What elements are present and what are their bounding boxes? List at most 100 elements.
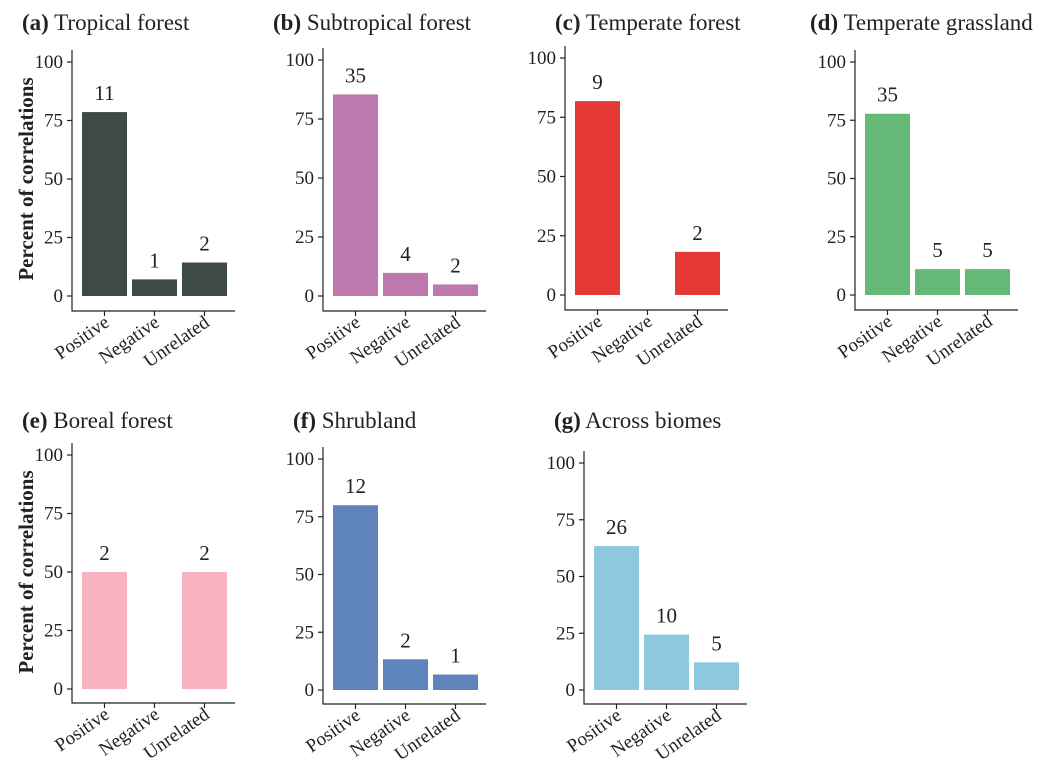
panel-letter: (g)	[554, 408, 581, 433]
count-label: 5	[932, 238, 943, 262]
bar-positive	[865, 113, 910, 295]
y-tick-label: 100	[35, 52, 64, 73]
panel-title: (c) Temperate forest	[555, 10, 741, 35]
panel-title: (b) Subtropical forest	[273, 10, 472, 35]
y-tick-label: 50	[556, 567, 575, 588]
y-tick-label: 75	[295, 507, 314, 528]
panel-c: (c) Temperate forest02550751009PositiveN…	[528, 10, 742, 371]
panel-title: (a) Tropical forest	[22, 10, 190, 35]
count-label: 35	[345, 63, 366, 87]
y-tick-label: 0	[54, 286, 64, 307]
panel-title-text: Subtropical forest	[301, 10, 472, 35]
y-tick-label: 50	[44, 562, 63, 583]
bar-positive	[82, 112, 127, 297]
count-label: 4	[400, 242, 411, 266]
y-tick-label: 100	[286, 449, 315, 470]
y-tick-label: 50	[827, 169, 846, 190]
panel-title: (d) Temperate grassland	[810, 10, 1033, 35]
axis-lines	[564, 46, 728, 311]
y-tick-label: 0	[54, 679, 64, 700]
y-tick-label: 100	[286, 50, 315, 71]
y-tick-label: 0	[566, 680, 576, 701]
y-tick-label: 100	[547, 453, 576, 474]
bar-negative	[132, 279, 177, 296]
y-tick-label: 25	[44, 228, 63, 249]
bar-unrelated	[182, 572, 227, 689]
panel-b: (b) Subtropical forest025507510035Positi…	[273, 10, 486, 372]
panel-e: (e) Boreal forest02550751002PositiveNega…	[14, 408, 235, 764]
y-tick-label: 0	[837, 285, 847, 306]
y-tick-label: 75	[44, 111, 63, 132]
axis-lines	[71, 50, 235, 312]
bar-unrelated	[675, 251, 720, 295]
count-label: 2	[99, 541, 110, 565]
y-tick-label: 50	[44, 169, 63, 190]
axis-lines	[854, 50, 1018, 311]
y-tick-label: 0	[547, 285, 557, 306]
bar-positive	[575, 101, 620, 295]
y-tick-label: 0	[305, 680, 315, 701]
y-tick-label: 25	[295, 622, 314, 643]
panel-title-text: Boreal forest	[48, 408, 174, 433]
panel-title-text: Temperate forest	[581, 10, 742, 35]
panel-title-text: Temperate grassland	[838, 10, 1033, 35]
panel-letter: (f)	[293, 408, 316, 433]
count-label: 1	[149, 248, 160, 272]
panel-title: (e) Boreal forest	[22, 408, 173, 433]
count-label: 11	[94, 81, 114, 105]
bar-positive	[333, 94, 378, 297]
panel-letter: (b)	[273, 10, 301, 35]
axis-lines	[322, 48, 486, 312]
count-label: 35	[877, 83, 898, 107]
count-label: 9	[592, 70, 603, 94]
count-label: 2	[199, 541, 210, 565]
panel-title-text: Shrubland	[316, 408, 417, 433]
y-tick-label: 100	[818, 52, 847, 73]
bar-unrelated	[694, 662, 739, 690]
panel-letter: (a)	[22, 10, 49, 35]
count-label: 26	[606, 515, 627, 539]
y-tick-label: 75	[537, 107, 556, 128]
bar-unrelated	[965, 269, 1010, 295]
count-label: 2	[692, 221, 703, 245]
bar-negative	[383, 659, 428, 690]
panel-letter: (d)	[810, 10, 838, 35]
y-tick-label: 75	[556, 510, 575, 531]
bar-negative	[644, 634, 689, 690]
y-tick-label: 25	[537, 226, 556, 247]
bar-negative	[383, 272, 428, 296]
panel-a: (a) Tropical forest025507510011Positive1…	[14, 10, 235, 372]
panel-letter: (e)	[22, 408, 48, 433]
panel-g: (g) Across biomes025507510026Positive10N…	[547, 408, 747, 765]
y-tick-label: 25	[295, 227, 314, 248]
panel-title-text: Across biomes	[581, 408, 722, 433]
bar-positive	[333, 505, 378, 690]
count-label: 2	[450, 253, 461, 277]
axis-lines	[583, 451, 747, 705]
bar-unrelated	[433, 674, 478, 690]
panel-d: (d) Temperate grassland025507510035Posit…	[810, 10, 1033, 371]
y-tick-label: 50	[295, 565, 314, 586]
panel-title: (g) Across biomes	[554, 408, 721, 433]
bar-positive	[594, 546, 639, 690]
count-label: 5	[982, 238, 993, 262]
bar-unrelated	[433, 284, 478, 296]
y-tick-label: 100	[528, 48, 557, 69]
y-axis-label: Percent of correlations	[14, 77, 38, 280]
bar-unrelated	[182, 262, 227, 296]
y-tick-label: 50	[295, 168, 314, 189]
y-tick-label: 25	[44, 621, 63, 642]
count-label: 10	[656, 604, 677, 628]
count-label: 2	[199, 232, 210, 256]
bar-negative	[915, 269, 960, 295]
panel-title: (f) Shrubland	[293, 408, 417, 433]
count-label: 1	[450, 644, 461, 668]
y-tick-label: 75	[295, 109, 314, 130]
y-tick-label: 75	[827, 110, 846, 131]
bar-positive	[82, 572, 127, 689]
axis-lines	[71, 443, 235, 704]
panel-f: (f) Shrubland025507510012Positive2Negati…	[286, 408, 486, 765]
y-tick-label: 75	[44, 504, 63, 525]
count-label: 2	[400, 628, 411, 652]
